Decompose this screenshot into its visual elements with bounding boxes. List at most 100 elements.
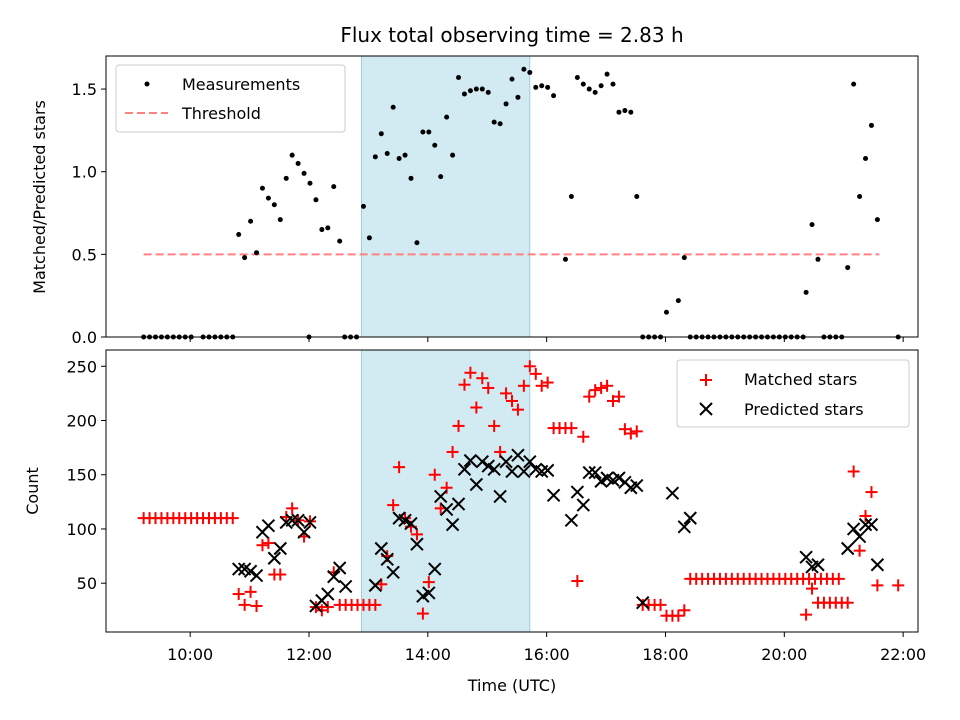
measurement-point [509, 76, 515, 82]
x-tick-label: 12:00 [286, 645, 332, 664]
measurement-point [539, 83, 545, 89]
predicted-star-point [327, 569, 341, 584]
legend-threshold-label: Threshold [181, 104, 261, 123]
predicted-star-point [469, 477, 484, 492]
count-legend-frame [676, 359, 910, 428]
x-tick-label: 22:00 [880, 645, 926, 664]
measurement-point [378, 131, 384, 137]
measurement-point [295, 160, 301, 166]
matched-star-point [232, 588, 245, 601]
count-y-tick-label: 200 [66, 412, 97, 431]
matched-star-point [589, 384, 602, 397]
legend-matched-marker [700, 374, 712, 386]
measurement-point [432, 142, 438, 148]
measurement-point [408, 175, 414, 181]
measurement-point [289, 152, 295, 158]
measurement-point [868, 122, 874, 128]
measurement-point [254, 250, 260, 256]
predicted-star-point [864, 517, 879, 532]
predicted-star-point [428, 562, 442, 576]
measurement-point [461, 91, 467, 97]
measurement-point [277, 217, 283, 223]
measurement-point [562, 256, 568, 262]
predicted-star-point [493, 489, 507, 504]
predicted-star-point [870, 558, 885, 572]
measurement-point [414, 240, 420, 246]
ratio-y-tick-label: 0.5 [72, 245, 97, 264]
measurement-point [485, 89, 491, 95]
matched-star-point [500, 387, 513, 400]
predicted-star-point [799, 550, 813, 564]
count-y-tick-label: 50 [77, 574, 97, 593]
ratio-legend-frame [115, 64, 346, 133]
measurement-point [450, 152, 456, 158]
predicted-star-point [261, 519, 276, 533]
measurement-point [242, 255, 248, 261]
measurement-point [372, 154, 378, 160]
legend-predicted-marker [699, 402, 713, 416]
measurement-point [521, 66, 527, 72]
measurement-point [301, 170, 307, 176]
predicted-star-point [846, 522, 861, 536]
predicted-star-point [665, 486, 680, 500]
predicted-star-point [840, 541, 855, 556]
measurement-point [803, 289, 809, 295]
measurement-point [384, 151, 390, 157]
matched-star-point [369, 598, 382, 611]
matched-star-point [410, 528, 423, 541]
measurement-point [527, 70, 533, 76]
matched-star-point [847, 465, 860, 478]
predicted-star-point [231, 562, 246, 576]
measurement-point [467, 88, 473, 94]
predicted-star-point [588, 465, 602, 480]
measurement-point [360, 203, 366, 209]
measurement-point [456, 74, 462, 80]
measurement-point [331, 184, 337, 190]
measurement-point [592, 89, 598, 95]
predicted-star-point [368, 578, 383, 593]
count-y-axis-label: Count [23, 467, 42, 515]
predicted-star-point [570, 485, 585, 499]
predicted-star-point [285, 513, 299, 527]
measurement-point [628, 109, 634, 115]
legend-measurements-label: Measurements [182, 75, 300, 94]
count-axes-frame [105, 349, 919, 633]
predicted-star-point [457, 462, 472, 477]
measurement-point [675, 298, 681, 304]
measurement-point [402, 152, 408, 158]
measurement-point [307, 180, 313, 186]
matched-star-point [800, 608, 813, 621]
predicted-star-point [445, 517, 460, 532]
measurement-point [236, 232, 242, 238]
measurement-point [420, 129, 426, 135]
predicted-star-point [273, 541, 287, 556]
predicted-star-point [811, 558, 825, 572]
predicted-star-point [499, 455, 513, 469]
x-tick-label: 10:00 [167, 645, 213, 664]
ratio-panel: Flux total observing time = 2.83 h 0.0 0.… [30, 23, 919, 347]
ratio-y-tick-label: 0.0 [72, 328, 97, 347]
measurement-point [319, 227, 325, 233]
predicted-star-point [374, 541, 388, 556]
matched-star-point [256, 539, 269, 552]
measurement-point [857, 194, 863, 199]
x-axis-label: Time (UTC) [467, 676, 556, 695]
matched-star-point [458, 378, 471, 391]
x-tick-label: 16:00 [524, 645, 570, 664]
measurement-point [574, 74, 580, 80]
matched-star-point [422, 576, 435, 589]
matched-star-point [523, 360, 536, 373]
predicted-star-point [422, 586, 436, 600]
x-tick-label: 14:00 [405, 645, 451, 664]
count-legend: Matched stars Predicted stars [676, 359, 910, 428]
matched-star-point [286, 502, 299, 515]
matched-star-point [601, 379, 614, 392]
predicted-star-point [523, 455, 537, 469]
predicted-star-point [630, 478, 644, 493]
matched-star-point [571, 575, 584, 588]
measurement-point [616, 109, 622, 115]
matched-star-point [541, 376, 554, 389]
predicted-star-point [546, 488, 561, 503]
matched-star-point [511, 403, 524, 416]
